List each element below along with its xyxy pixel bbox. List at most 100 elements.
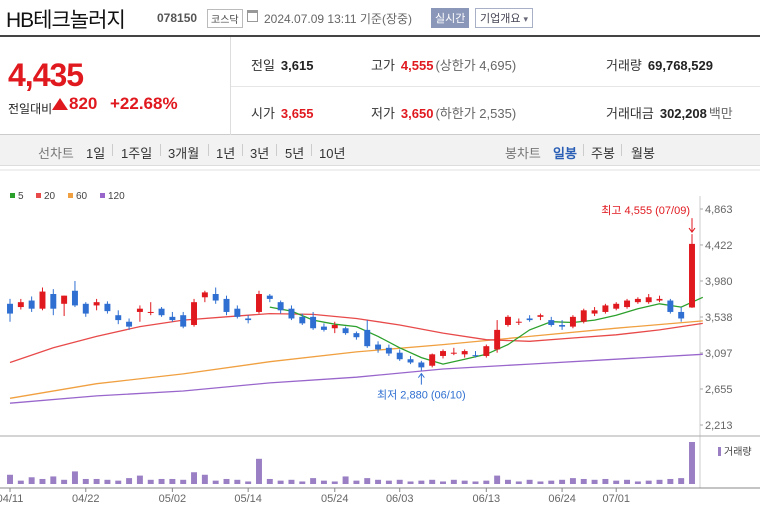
volume-bar (104, 479, 111, 484)
volume-cell: 거래량 69,768,529 (606, 55, 713, 74)
volume-bar (50, 476, 57, 484)
divider (231, 86, 760, 87)
volume-bar (472, 481, 479, 484)
volume-bar (93, 478, 100, 484)
volume-bar (526, 479, 533, 484)
candle-body (201, 292, 208, 298)
volume-bar (71, 471, 78, 484)
candle-body (613, 303, 620, 309)
candle-body (180, 315, 187, 327)
candle-body (472, 355, 479, 357)
tab-1d[interactable]: 1일 (86, 146, 106, 161)
prev-close-value: 3,615 (280, 58, 314, 73)
tab-weekly[interactable]: 주봉 (591, 146, 615, 161)
volume-bar (591, 479, 598, 484)
change-label: 전일대비 (8, 102, 53, 116)
y-tick-label: 2,213 (705, 420, 733, 432)
volume-bar (223, 478, 230, 484)
ma-120-line (9, 353, 703, 404)
volume-bar (245, 481, 252, 484)
realtime-button[interactable]: 실시간 (431, 8, 470, 28)
candle-body (418, 362, 425, 368)
y-tick-label: 4,863 (705, 204, 733, 216)
volume-bar (440, 481, 446, 484)
candle-body (212, 294, 219, 301)
candle-body (266, 295, 273, 299)
divider (208, 144, 209, 156)
high-annotation: 최고 4,555 (07/09) (601, 204, 690, 217)
candle-body (126, 321, 133, 327)
open-label: 시가 (251, 106, 275, 121)
volume-bar (548, 480, 555, 484)
tab-monthly[interactable]: 월봉 (631, 146, 655, 161)
volume-bar (169, 478, 176, 484)
tab-5y[interactable]: 5년 (285, 146, 305, 161)
y-tick-label: 3,538 (705, 312, 733, 324)
candle-body (147, 311, 154, 313)
open-value: 3,655 (280, 106, 314, 121)
tab-daily[interactable]: 일봉 (553, 146, 577, 161)
volume-bar (136, 475, 143, 484)
tab-1w[interactable]: 1주일 (121, 146, 153, 161)
volume-bar (201, 474, 208, 484)
candle-body (450, 352, 457, 354)
ma-60-line (9, 320, 703, 399)
lower-limit: (하한가 2,535) (435, 106, 517, 121)
x-tick-label: 06/03 (386, 493, 414, 505)
candle-body (61, 295, 68, 304)
candle-body (158, 308, 165, 316)
upper-limit: (상한가 4,695) (435, 58, 517, 73)
prev-close-cell: 전일 3,615 (251, 55, 313, 74)
volume-bar (342, 476, 349, 484)
high-label: 고가 (371, 58, 395, 73)
volume-bar (569, 478, 576, 484)
candle-body (634, 298, 641, 303)
y-tick-label: 4,422 (705, 240, 733, 252)
company-overview-dropdown[interactable]: 기업개요 ▾ (475, 8, 534, 28)
volume-bar (39, 478, 46, 484)
tab-1y[interactable]: 1년 (216, 146, 236, 161)
volume-bar (364, 478, 371, 484)
volume-bar (256, 458, 262, 484)
stock-code: 078150 (157, 11, 198, 25)
volume-bar (7, 474, 13, 484)
volume-bar (494, 475, 501, 484)
candle-body (7, 303, 13, 314)
candle-body (537, 315, 544, 317)
market-badge: 코스닥 (207, 9, 243, 28)
volume-bar (147, 479, 154, 484)
candle-body (569, 316, 576, 327)
volume-bar (385, 480, 392, 484)
tab-3y[interactable]: 3년 (250, 146, 270, 161)
price-chart[interactable]: 5 20 60 120 4,863 4,422 3,980 3,538 3,097 2,655 2,… (0, 166, 760, 510)
stock-header: HB테크놀러지 078150 코스닥 2024.07.09 13:11 기준(장… (0, 0, 760, 34)
low-cell: 저가 3,650 (하한가 2,535) (371, 103, 516, 122)
volume-bar (396, 479, 403, 484)
tab-3m[interactable]: 3개월 (168, 146, 200, 161)
legend-label-5: 5 (18, 191, 24, 202)
candle-body (136, 308, 143, 312)
candle-body (115, 315, 122, 321)
current-price: 4,435 (8, 57, 84, 93)
volume-bar (158, 478, 165, 484)
candle-body (50, 294, 57, 309)
tab-10y[interactable]: 10년 (319, 146, 346, 161)
candle-body (407, 359, 414, 363)
volume-bar (515, 481, 522, 484)
overview-label: 기업개요 (480, 13, 521, 25)
volume-bar (375, 479, 382, 484)
candle-body (429, 354, 436, 366)
candle-body (342, 328, 349, 334)
x-tick-label: 04/11 (0, 493, 23, 505)
volume-bar (299, 481, 306, 484)
low-value: 3,650 (400, 106, 434, 121)
volume-bar (17, 480, 24, 484)
volume-bar (407, 481, 414, 484)
volume-bar (429, 479, 436, 484)
volume-bar (504, 479, 511, 484)
candle-body (548, 320, 555, 325)
line-chart-label: 선차트 (38, 146, 74, 161)
candle-body (483, 346, 490, 356)
volume-bar (537, 481, 544, 484)
volume-bar (689, 442, 695, 484)
